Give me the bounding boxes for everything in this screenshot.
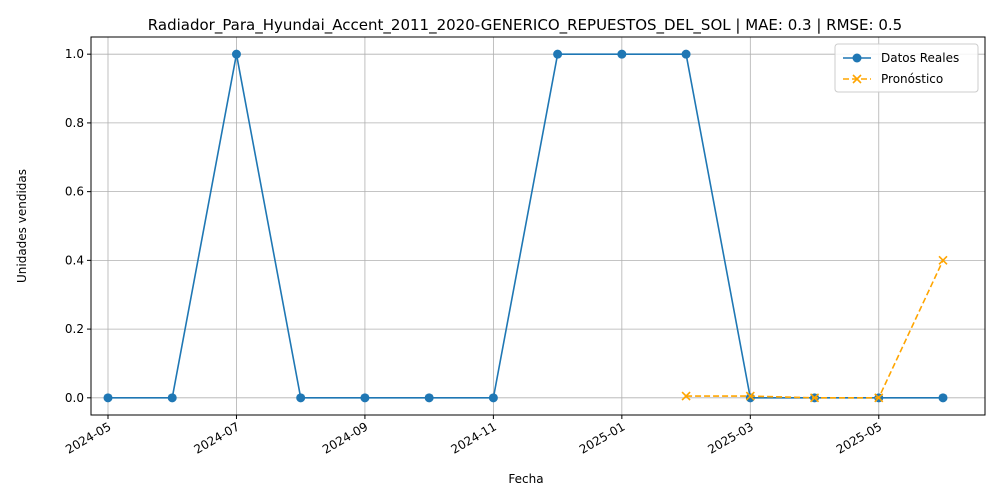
x-tick-label: 2024-07 <box>192 419 242 456</box>
y-tick-label: 0.2 <box>65 322 84 336</box>
y-tick-label: 0.4 <box>65 253 84 267</box>
data-point <box>745 393 755 403</box>
legend-marker <box>852 74 862 84</box>
plot-frame <box>90 36 986 416</box>
series-line-0 <box>108 53 943 399</box>
x-axis-label: Fecha <box>508 472 543 486</box>
x-tick-label: 2025-03 <box>705 419 755 456</box>
x-tick-label: 2024-05 <box>63 419 113 456</box>
legend-label: Pronóstico <box>881 72 943 86</box>
data-point <box>296 393 306 403</box>
grid <box>91 37 985 415</box>
legend: Datos Reales Pronóstico <box>834 43 979 93</box>
x-tick-label: 2024-09 <box>320 419 370 456</box>
data-point <box>167 393 177 403</box>
y-tick-label: 0.0 <box>65 391 84 405</box>
data-point <box>745 391 755 401</box>
data-point <box>681 49 691 59</box>
data-point <box>617 49 627 59</box>
data-point <box>488 393 498 403</box>
x-tick-label: 2025-01 <box>577 419 627 456</box>
data-point <box>424 393 434 403</box>
data-point <box>553 49 563 59</box>
legend-label: Datos Reales <box>881 51 959 65</box>
axis-ticks: 2024-05 2024-07 2024-09 2024-11 2025-01 2025-… <box>63 47 884 456</box>
data-point <box>681 391 691 401</box>
series <box>103 49 948 403</box>
legend-marker <box>852 53 862 63</box>
data-point <box>231 49 241 59</box>
y-axis-label: Unidades vendidas <box>15 169 29 283</box>
legend-item: Pronóstico <box>843 72 943 86</box>
legend-item: Datos Reales <box>843 51 959 65</box>
y-tick-label: 0.6 <box>65 185 84 199</box>
data-point <box>874 393 884 403</box>
x-tick-label: 2025-05 <box>834 419 884 456</box>
data-point <box>809 393 820 403</box>
data-point <box>938 393 948 403</box>
data-point <box>938 255 948 265</box>
chart-title: Radiador_Para_Hyundai_Accent_2011_2020-G… <box>148 16 902 35</box>
legend-box <box>834 43 979 93</box>
y-tick-label: 1.0 <box>65 47 84 61</box>
x-tick-label: 2024-11 <box>448 419 498 456</box>
data-point <box>103 393 113 403</box>
y-tick-label: 0.8 <box>65 116 84 130</box>
data-point <box>360 393 370 403</box>
